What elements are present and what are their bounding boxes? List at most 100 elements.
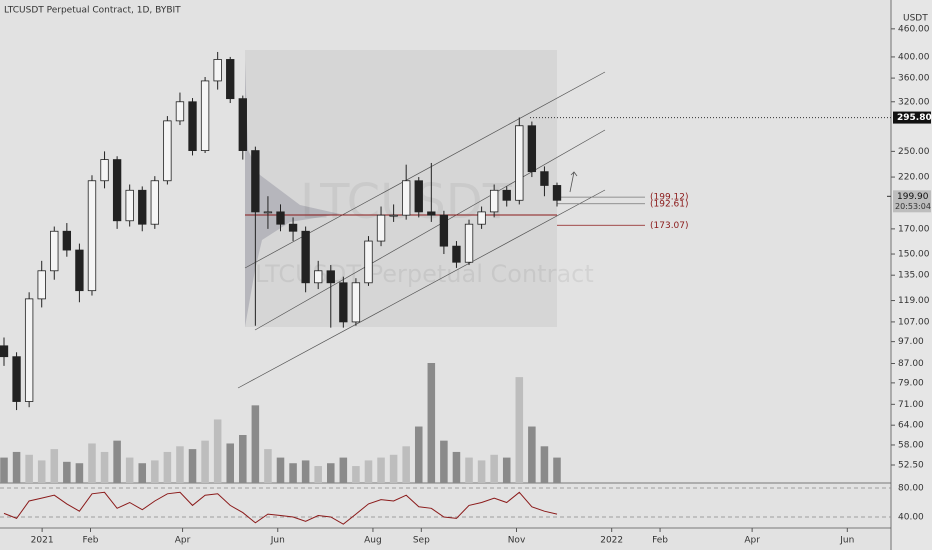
x-tick-label: 2021 [31,536,54,546]
candle-body [452,245,461,263]
volume-bar [540,446,549,483]
y-tick-label: 71.00 [898,400,924,410]
candle-body [188,101,197,151]
x-tick-label: Feb [652,536,668,546]
y-tick-label: 58.00 [898,440,924,450]
candle-body [364,240,373,284]
y-tick-label: 87.00 [898,359,924,369]
volume-bar [327,463,335,483]
candle-body [351,282,361,323]
volume-bar [314,466,322,483]
candle-body [540,171,549,186]
volume-bar [377,457,385,483]
y-tick-label: 460.00 [898,24,930,34]
candle-body [326,270,335,284]
volume-bar [213,419,222,483]
x-tick-label: Aug [364,536,382,546]
candle-body [339,282,348,323]
x-tick-label: Apr [744,536,760,546]
volume-bar [125,457,134,483]
volume-bar [251,405,260,483]
volume-bar [75,463,84,483]
y-tick-label: 320.00 [898,97,930,107]
volume-bar [352,466,360,483]
volume-bar [465,457,473,483]
candle-body [502,189,511,201]
x-tick-label: Jun [270,536,285,546]
candle-body [75,249,84,292]
channel-mid [254,129,606,331]
y-tick-label: 64.00 [898,421,924,431]
level-label: (173.07) [650,221,689,231]
candle-body [12,356,21,402]
candle-body [251,150,260,213]
volume-bar [289,463,297,483]
volume-bar [452,451,461,483]
candle-body [238,98,247,151]
candle-body [552,185,562,201]
volume-bar [100,451,109,483]
candle-body [402,180,411,216]
candle-body [376,214,386,242]
candle-body [527,125,537,173]
candle-body [213,59,222,82]
range-box [245,50,557,327]
volume-bar [364,460,373,483]
volume-bar [515,377,524,483]
candle-body [427,211,436,216]
volume-bar [12,451,21,483]
candle-body [226,59,235,100]
candle-body [414,180,423,213]
y-tick-label: 170.00 [898,224,930,234]
volume-bar [50,449,59,483]
currency-label: USDT [903,14,928,24]
candle-body [50,230,59,272]
y-tick-label: 52.50 [898,460,924,470]
volume-bar [25,454,33,483]
countdown: 20:53:04 [895,202,931,211]
volume-bar [276,457,285,483]
rsi-line [3,491,558,525]
candle-body [100,159,109,182]
x-tick-label: Nov [508,536,526,546]
volume-bar [226,443,234,483]
rsi-tick-label: 80.00 [898,483,924,493]
volume-bar [414,426,423,483]
candle-body [112,159,122,222]
volume-bar [427,363,436,483]
y-tick-label: 400.00 [898,52,930,62]
candle-body [200,80,210,151]
y-tick-label: 150.00 [898,250,930,260]
candle-body [175,101,185,122]
candle-body [288,223,298,232]
candle-body [87,180,97,292]
candle-body [163,120,172,182]
volume-bar [201,440,209,483]
volume-bar [402,446,410,483]
y-tick-label: 220.00 [898,173,930,183]
volume-bar [113,440,121,483]
volume-bar [163,451,172,483]
y-tick-label: 79.00 [898,378,924,388]
volume-bar [477,460,486,483]
volume-bar [440,440,448,483]
watermark-name: LTCUSDT Perpetual Contract [255,260,594,288]
y-tick-label: 360.00 [898,74,930,84]
volume-bar [188,449,197,483]
candle-body [150,180,159,225]
volume-bar [264,449,272,483]
y-tick-label: 107.00 [898,317,930,327]
y-tick-label: 135.00 [898,271,930,281]
volume-bar [151,460,159,483]
x-tick-label: Sep [413,536,430,546]
candle-body [489,189,499,213]
candle-body [301,230,310,284]
volume-bar [502,457,511,483]
volume-bar [528,426,536,483]
volume-bar [37,460,46,483]
level-label: (192.61) [650,199,689,209]
candle-body [263,211,273,214]
volume-bar [0,457,8,483]
chart-title: LTCUSDT Perpetual Contract, 1D, BYBIT [4,6,181,16]
